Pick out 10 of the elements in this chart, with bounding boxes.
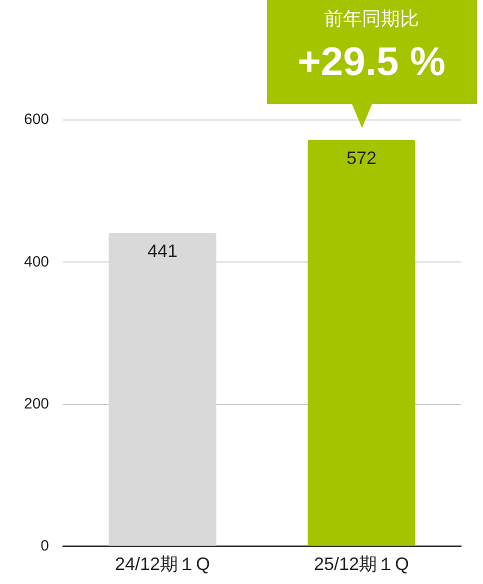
data-label: 441 [147, 240, 178, 261]
x-tick-label: 24/12期１Q [114, 554, 210, 574]
y-tick-label: 0 [40, 538, 50, 555]
data-label: 572 [346, 148, 377, 168]
y-tick-label: 200 [24, 395, 50, 412]
x-tick-label: 25/12期１Q [314, 554, 410, 574]
annotation: 前年同期比 +29.5 % [296, 8, 446, 85]
callout-box: 前年同期比 +29.5 % [266, 0, 476, 104]
y-tick-label: 600 [24, 111, 50, 128]
y-tick-label: 400 [24, 253, 50, 270]
